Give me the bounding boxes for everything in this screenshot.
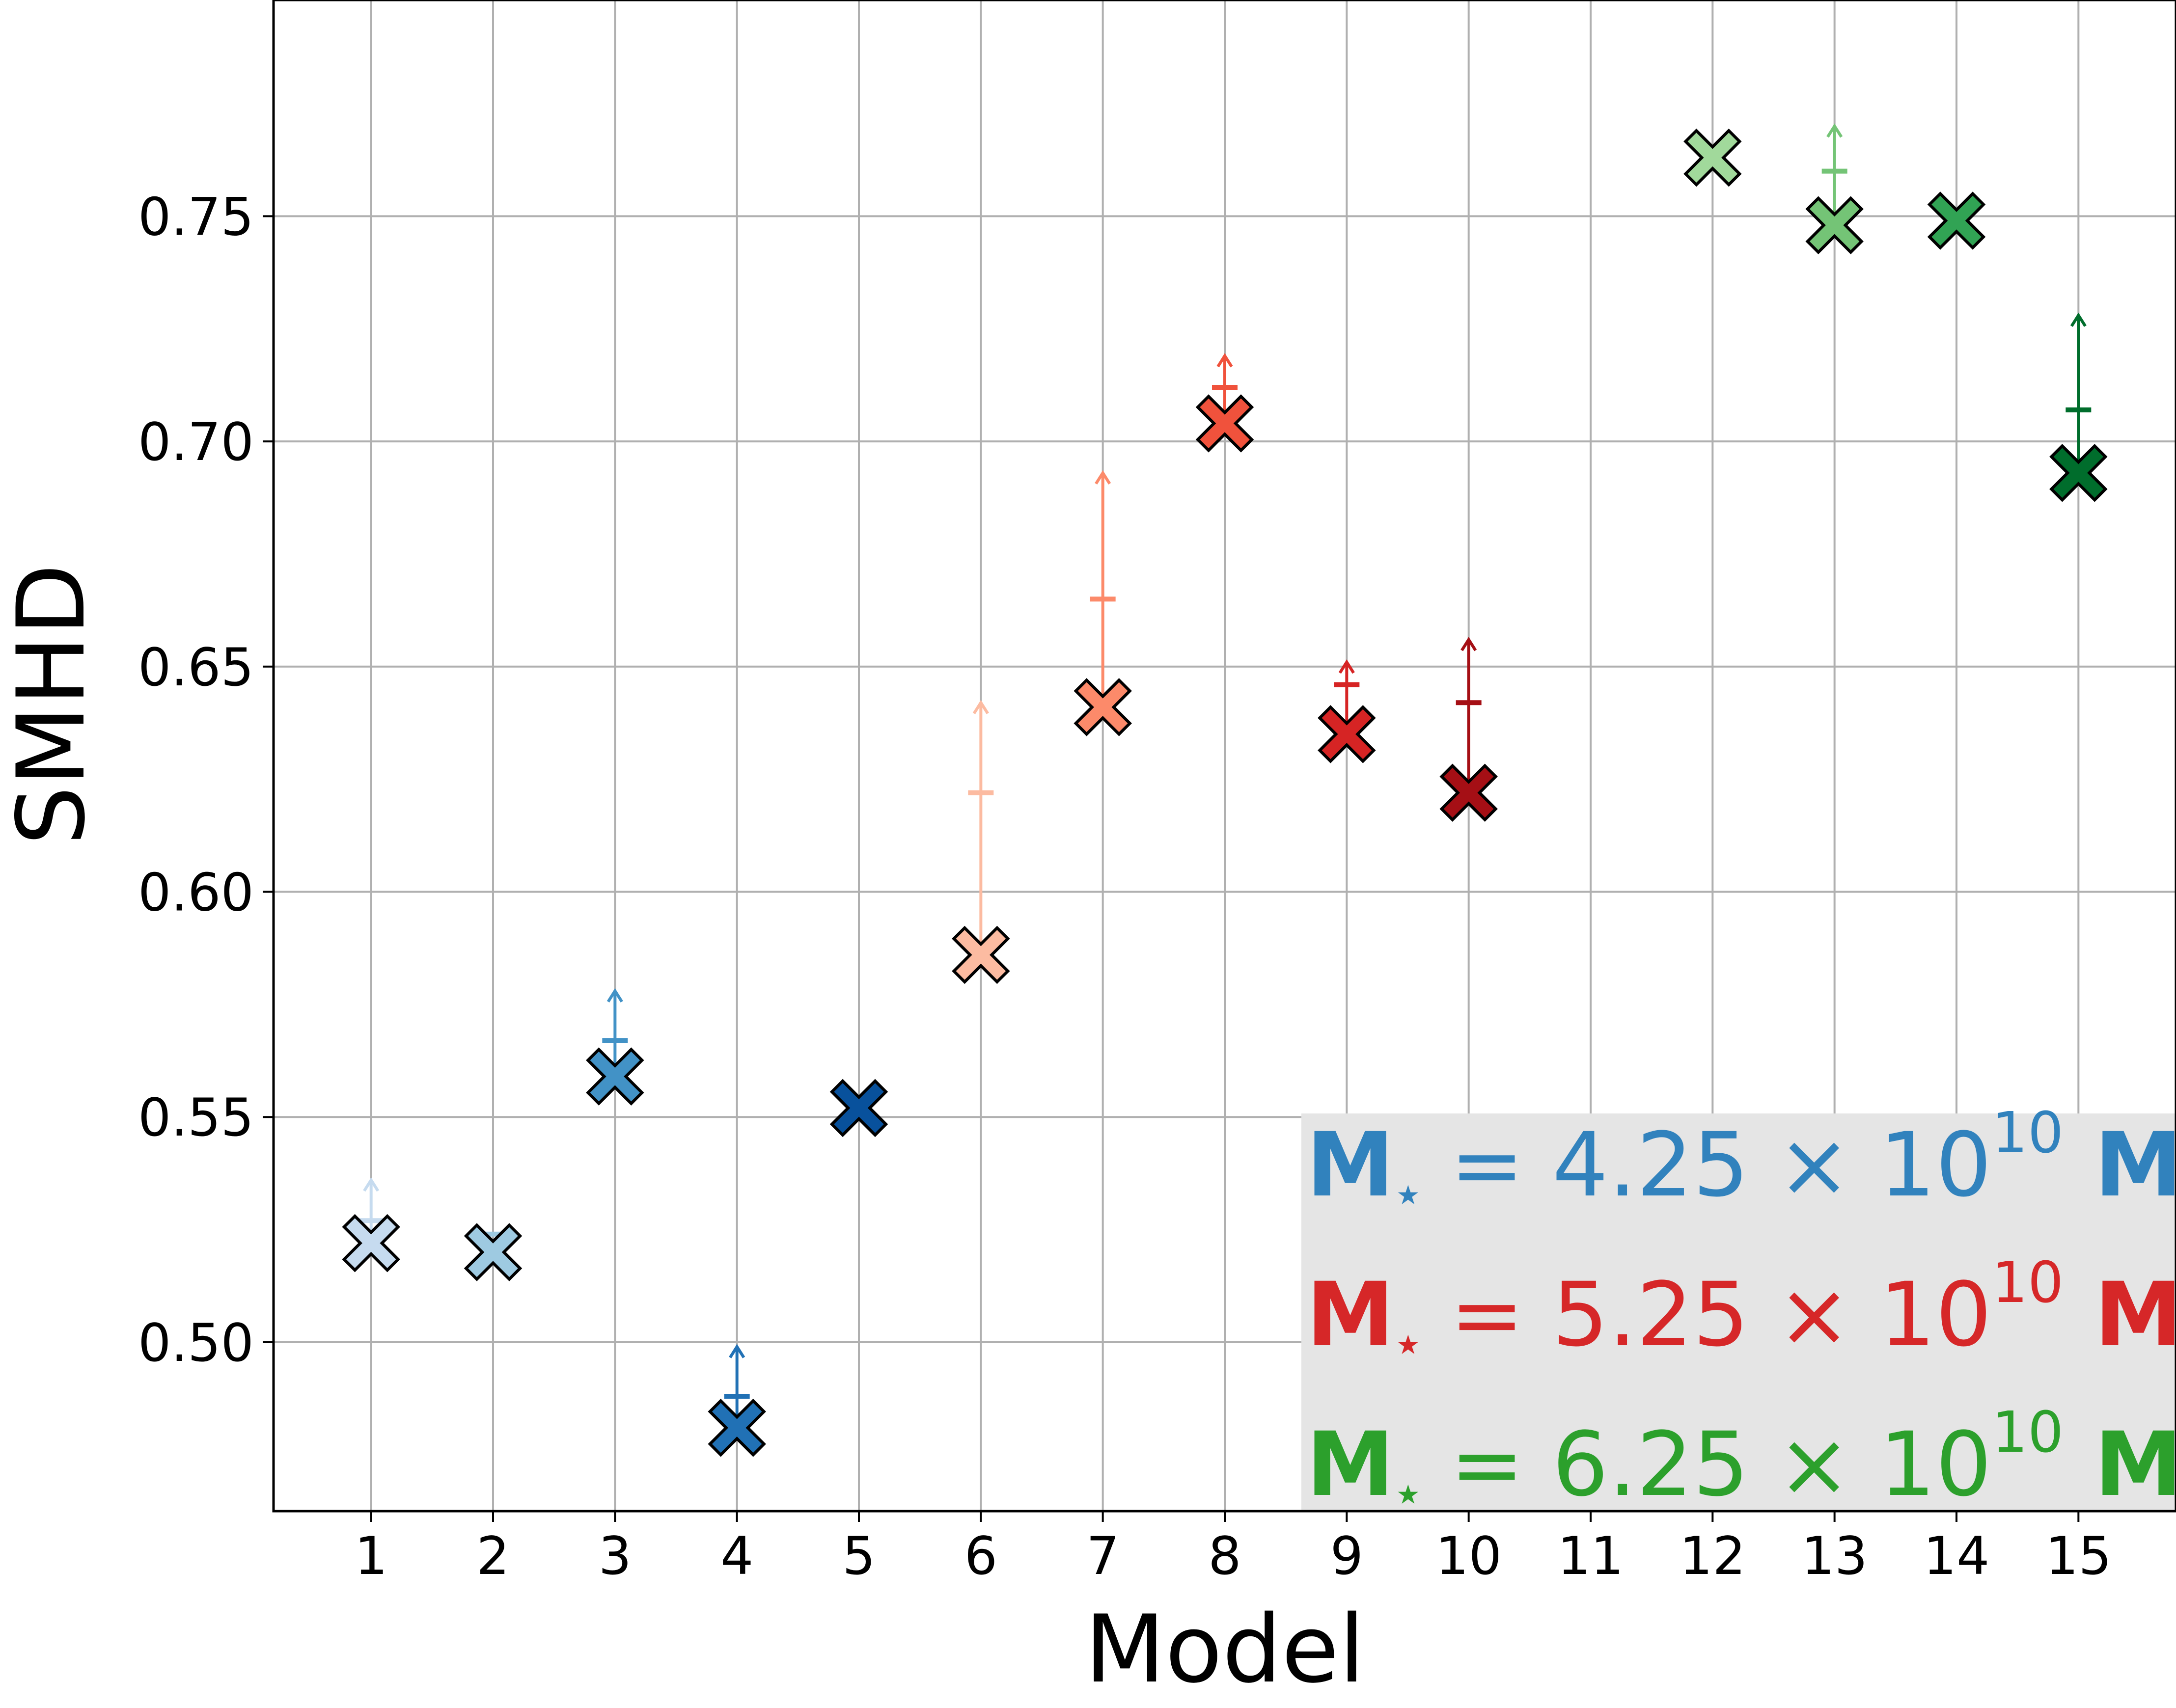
legend-part: M bbox=[1306, 1114, 1394, 1217]
x-tick-label: 1 bbox=[355, 1526, 387, 1586]
x-marker bbox=[1805, 196, 1864, 254]
upper-limit-arrow bbox=[1216, 353, 1233, 368]
x-axis-title: Model bbox=[1085, 1595, 1365, 1704]
x-marker bbox=[829, 1079, 888, 1138]
legend-entry-5.25: M⋆ = 5.25 × 1010 M⊙ bbox=[1306, 1250, 2176, 1370]
x-tick-label: 15 bbox=[2045, 1526, 2112, 1586]
ticks: 1 2 3 4 5 6 7 8 9 10 11 12 13 14 150.500.550.600.650.7… bbox=[138, 187, 2112, 1586]
legend-part: M bbox=[1306, 1264, 1394, 1366]
y-tick-label: 0.55 bbox=[138, 1087, 254, 1148]
x-marker bbox=[1683, 128, 1742, 187]
x-tick-label: 14 bbox=[1924, 1526, 1990, 1586]
x-marker bbox=[1439, 763, 1498, 822]
data-point-model-6 bbox=[952, 700, 1010, 984]
x-marker bbox=[952, 925, 1010, 984]
legend-part: 10 bbox=[1992, 1100, 2064, 1166]
legend-part: M bbox=[2064, 1114, 2176, 1217]
legend-part: 10 bbox=[1992, 1250, 2064, 1316]
legend-part: = 4.25 × 10 bbox=[1422, 1114, 1991, 1217]
x-marker bbox=[1195, 394, 1254, 453]
data-series bbox=[342, 123, 2108, 1457]
upper-limit-arrow bbox=[606, 988, 623, 1003]
data-point-model-9 bbox=[1318, 659, 1376, 763]
x-tick-label: 5 bbox=[842, 1526, 875, 1586]
legend-entry-4.25: M⋆ = 4.25 × 1010 M⊙ bbox=[1306, 1100, 2176, 1220]
x-marker bbox=[1318, 705, 1376, 763]
legend-part: ⋆ bbox=[1394, 1318, 1422, 1370]
data-point-model-12 bbox=[1683, 128, 1742, 187]
data-point-model-4 bbox=[708, 1344, 766, 1457]
x-tick-label: 7 bbox=[1086, 1526, 1119, 1586]
data-point-model-8 bbox=[1195, 353, 1254, 453]
upper-limit-arrow bbox=[1338, 659, 1355, 674]
upper-limit-arrow bbox=[729, 1344, 745, 1358]
x-marker bbox=[708, 1399, 766, 1457]
upper-limit-arrow bbox=[1460, 637, 1477, 651]
data-point-model-1 bbox=[342, 1177, 400, 1273]
legend: M⋆ = 4.25 × 1010 M⊙ M⋆ = 5.25 × 1010 M⊙ … bbox=[1301, 1100, 2176, 1519]
x-tick-label: 12 bbox=[1680, 1526, 1746, 1586]
legend-part: 10 bbox=[1992, 1400, 2064, 1465]
legend-entry-6.25: M⋆ = 6.25 × 1010 M⊙ bbox=[1306, 1400, 2176, 1519]
x-marker bbox=[464, 1223, 523, 1281]
legend-background bbox=[1301, 1113, 2176, 1511]
x-marker bbox=[2049, 444, 2108, 502]
x-marker bbox=[586, 1047, 644, 1106]
y-tick-label: 0.50 bbox=[138, 1313, 254, 1373]
legend-part: M bbox=[2064, 1413, 2176, 1516]
x-marker bbox=[342, 1214, 400, 1273]
legend-part: M bbox=[2064, 1264, 2176, 1366]
upper-limit-arrow bbox=[1826, 123, 1843, 138]
y-tick-label: 0.60 bbox=[138, 863, 254, 923]
x-tick-label: 10 bbox=[1435, 1526, 1502, 1586]
x-tick-label: 8 bbox=[1208, 1526, 1241, 1586]
data-point-model-7 bbox=[1074, 470, 1132, 736]
data-point-model-3 bbox=[586, 988, 644, 1106]
upper-limit-arrow bbox=[2070, 312, 2087, 327]
y-tick-label: 0.75 bbox=[138, 187, 254, 247]
y-tick-label: 0.70 bbox=[138, 412, 254, 472]
x-tick-label: 3 bbox=[599, 1526, 632, 1586]
x-marker bbox=[1927, 191, 1986, 250]
x-marker bbox=[1074, 678, 1132, 736]
y-tick-label: 0.65 bbox=[138, 637, 254, 698]
upper-limit-arrow bbox=[363, 1177, 380, 1192]
upper-limit-arrow bbox=[972, 700, 989, 714]
legend-part: = 5.25 × 10 bbox=[1422, 1264, 1991, 1366]
legend-part: ⋆ bbox=[1394, 1168, 1422, 1220]
data-point-model-13 bbox=[1805, 123, 1864, 254]
x-tick-label: 9 bbox=[1330, 1526, 1363, 1586]
upper-limit-arrow bbox=[1095, 470, 1111, 485]
x-tick-label: 2 bbox=[476, 1526, 509, 1586]
y-axis-title: SMHD bbox=[0, 564, 106, 845]
x-tick-label: 4 bbox=[720, 1526, 753, 1586]
data-point-model-14 bbox=[1927, 191, 1986, 250]
data-point-model-2 bbox=[464, 1223, 523, 1281]
x-tick-label: 6 bbox=[964, 1526, 997, 1586]
x-tick-label: 11 bbox=[1558, 1526, 1624, 1586]
legend-part: M bbox=[1306, 1413, 1394, 1516]
data-point-model-10 bbox=[1439, 637, 1498, 822]
x-tick-label: 13 bbox=[1801, 1526, 1868, 1586]
legend-part: = 6.25 × 10 bbox=[1422, 1413, 1991, 1516]
data-point-model-5 bbox=[829, 1079, 888, 1138]
data-point-model-15 bbox=[2049, 312, 2108, 502]
